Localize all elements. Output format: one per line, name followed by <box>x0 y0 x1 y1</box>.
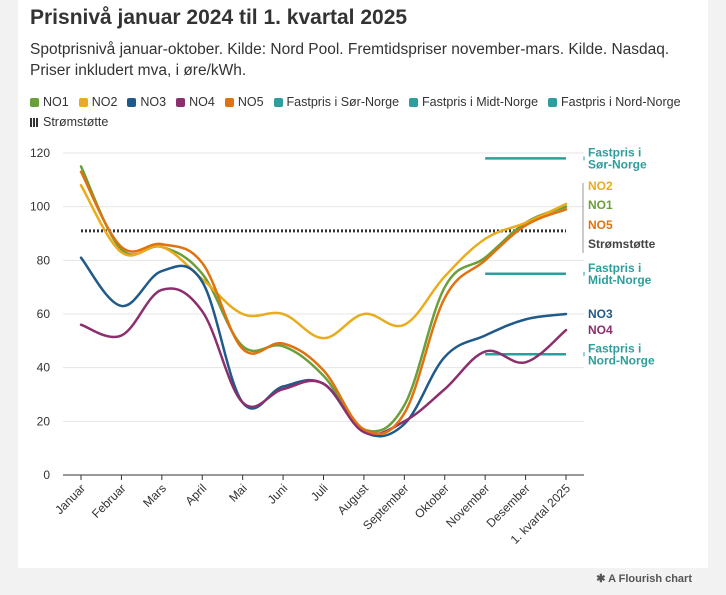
x-tick-label: Juli <box>308 481 331 504</box>
series-line-no5 <box>79 170 568 436</box>
legend-swatch <box>30 98 39 107</box>
end-label: NO4 <box>588 323 613 337</box>
x-tick-label: April <box>182 481 209 508</box>
legend-swatch <box>548 98 558 107</box>
line-chart: 0 20 40 60 80 100 120 Januar Februar Mars April Mai… <box>30 145 656 546</box>
legend-swatch <box>127 98 137 107</box>
legend-label: Fastpris i Midt-Norge <box>422 95 539 109</box>
chart-subtitle: Spotprisnivå januar-oktober. Kilde: Nord… <box>30 41 670 79</box>
legend-label: NO1 <box>43 95 69 109</box>
legend-item[interactable]: NO4 <box>176 93 215 112</box>
fastpris-label: Sør-Norge <box>588 157 647 171</box>
legend-item[interactable]: NO5 <box>224 93 264 112</box>
legend-label: NO5 <box>237 95 264 109</box>
fastpris-label: Fastpris i <box>588 341 641 355</box>
y-tick-label: 20 <box>37 414 51 428</box>
fastpris-label: Fastpris i <box>588 145 641 159</box>
flourish-asterisk-icon: ✱ <box>596 573 606 585</box>
x-tick-label: Februar <box>89 481 129 521</box>
fastpris-label: Nord-Norge <box>588 353 655 367</box>
x-tick-label: Juni <box>265 481 290 506</box>
x-tick-label: August <box>335 481 372 518</box>
legend-swatch <box>273 98 283 107</box>
legend-swatch <box>78 98 88 107</box>
chart-title: Prisnivå januar 2024 til 1. kvartal 2025 <box>30 6 408 29</box>
legend-item[interactable]: Fastpris i Midt-Norge <box>409 93 538 112</box>
legend-item[interactable]: NO2 <box>78 93 118 112</box>
legend-swatch <box>30 118 39 127</box>
legend-swatch <box>224 98 234 107</box>
end-label: Strømstøtte <box>588 237 656 251</box>
flourish-credit-label: A Flourish chart <box>608 573 692 585</box>
chart-card: Prisnivå januar 2024 til 1. kvartal 2025… <box>18 0 708 568</box>
y-tick-label: 120 <box>30 146 50 160</box>
end-label: NO2 <box>588 179 613 193</box>
legend-item[interactable]: Strømstøtte <box>30 113 108 132</box>
y-tick-label: 40 <box>37 361 51 375</box>
legend-swatch <box>176 98 186 107</box>
x-tick-label: Oktober <box>412 481 452 521</box>
series-line-no2 <box>79 183 568 340</box>
chart-legend: NO1 NO2 NO3 NO4 NO5 Fastpris i Sør-Norge Fastp… <box>30 93 700 133</box>
legend-label: NO3 <box>140 95 167 109</box>
legend-swatch <box>409 98 419 107</box>
legend-label: Strømstøtte <box>43 115 109 129</box>
series-line-no4 <box>79 287 568 436</box>
legend-item[interactable]: NO1 <box>30 93 69 112</box>
legend-item[interactable]: Fastpris i Sør-Norge <box>273 93 400 112</box>
series-line-no3 <box>79 256 568 438</box>
legend-label: Fastpris i Nord-Norge <box>561 95 681 109</box>
legend-label: Fastpris i Sør-Norge <box>286 95 400 109</box>
legend-label: NO4 <box>189 95 215 109</box>
flourish-credit[interactable]: ✱ A Flourish chart <box>596 572 692 585</box>
fastpris-label: Fastpris i <box>588 261 641 275</box>
legend-item[interactable]: Fastpris i Nord-Norge <box>548 93 681 112</box>
x-tick-label: Mai <box>226 481 250 505</box>
legend-item[interactable]: NO3 <box>127 93 166 112</box>
x-tick-label: Januar <box>52 481 88 517</box>
end-label: NO3 <box>588 307 613 321</box>
legend-label: NO2 <box>91 95 118 109</box>
end-label: NO1 <box>588 198 613 212</box>
y-tick-label: 60 <box>37 307 51 321</box>
y-tick-label: 100 <box>30 200 50 214</box>
fastpris-label: Midt-Norge <box>588 273 652 287</box>
y-tick-label: 80 <box>37 253 51 267</box>
x-tick-label: Mars <box>140 481 169 510</box>
end-label: NO5 <box>588 218 613 232</box>
y-tick-label: 0 <box>43 468 50 482</box>
